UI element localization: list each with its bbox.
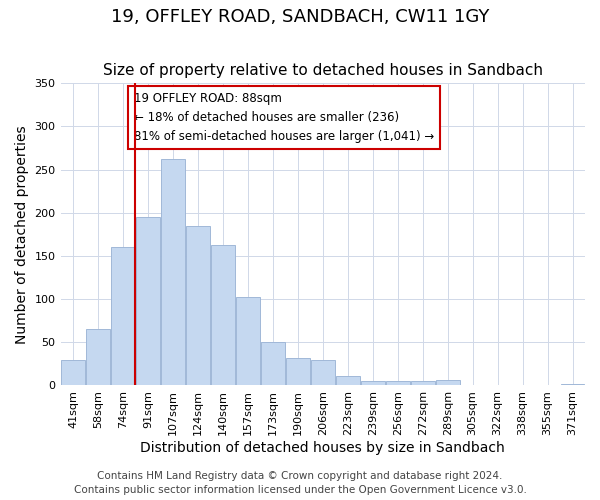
Bar [436, 380, 460, 386]
Bar [336, 376, 359, 386]
Y-axis label: Number of detached properties: Number of detached properties [15, 125, 29, 344]
Bar [86, 330, 110, 386]
Bar [111, 248, 135, 386]
Bar [361, 381, 385, 386]
Bar [386, 381, 410, 386]
Bar [161, 160, 185, 386]
Bar [286, 358, 310, 386]
Bar [311, 360, 335, 386]
Bar [136, 217, 160, 386]
Title: Size of property relative to detached houses in Sandbach: Size of property relative to detached ho… [103, 63, 543, 78]
Bar [61, 360, 85, 386]
Bar [186, 226, 210, 386]
Text: 19, OFFLEY ROAD, SANDBACH, CW11 1GY: 19, OFFLEY ROAD, SANDBACH, CW11 1GY [111, 8, 489, 26]
Bar [560, 384, 584, 386]
Text: Contains HM Land Registry data © Crown copyright and database right 2024.
Contai: Contains HM Land Registry data © Crown c… [74, 471, 526, 495]
X-axis label: Distribution of detached houses by size in Sandbach: Distribution of detached houses by size … [140, 441, 505, 455]
Bar [236, 296, 260, 386]
Bar [411, 381, 434, 386]
Bar [211, 245, 235, 386]
Bar [261, 342, 284, 386]
Text: 19 OFFLEY ROAD: 88sqm
← 18% of detached houses are smaller (236)
81% of semi-det: 19 OFFLEY ROAD: 88sqm ← 18% of detached … [134, 92, 434, 144]
